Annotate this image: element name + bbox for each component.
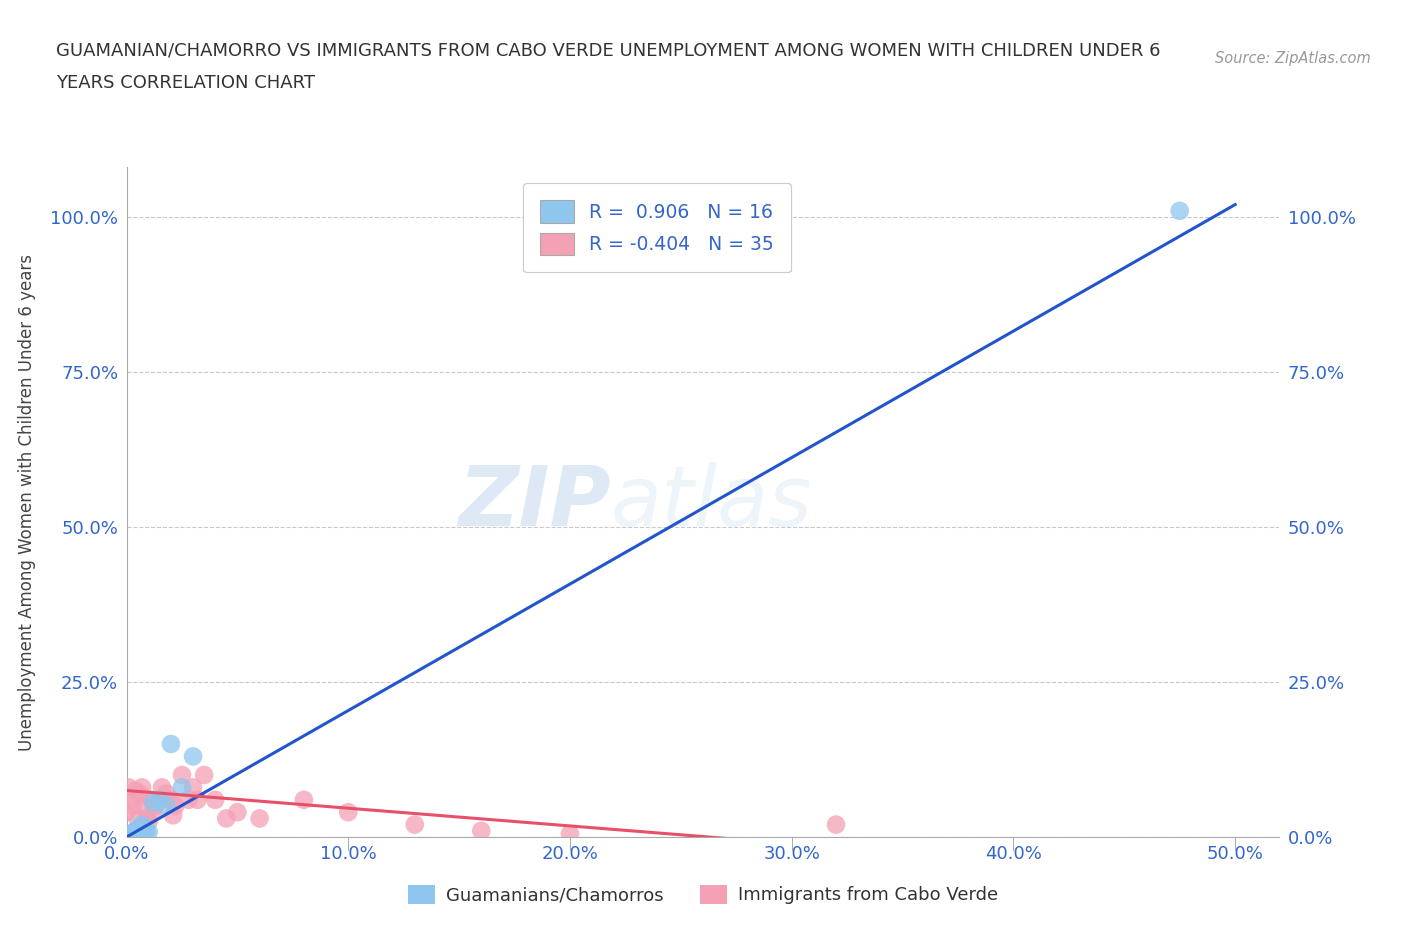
Point	[150, 780, 173, 795]
Point	[142, 804, 165, 819]
Point	[145, 799, 166, 814]
Point	[120, 792, 142, 807]
Point	[155, 799, 177, 814]
Text: YEARS CORRELATION CHART: YEARS CORRELATION CHART	[56, 74, 315, 92]
Point	[1168, 204, 1191, 219]
Point	[138, 814, 160, 829]
Legend: R =  0.906   N = 16, R = -0.404   N = 35: R = 0.906 N = 16, R = -0.404 N = 35	[523, 183, 790, 272]
Point	[160, 792, 183, 807]
Point	[131, 817, 153, 832]
Point	[138, 825, 160, 840]
Text: Source: ZipAtlas.com: Source: ZipAtlas.com	[1215, 51, 1371, 66]
Point	[128, 820, 150, 835]
Point	[825, 817, 848, 832]
Point	[122, 825, 145, 840]
Point	[149, 792, 172, 807]
Point	[118, 780, 141, 795]
Point	[165, 799, 187, 814]
Point	[292, 792, 315, 807]
Text: atlas: atlas	[610, 461, 813, 543]
Point	[134, 827, 156, 842]
Point	[131, 780, 153, 795]
Point	[177, 792, 200, 807]
Point	[139, 792, 162, 807]
Point	[135, 823, 157, 838]
Point	[186, 792, 208, 807]
Point	[115, 804, 138, 819]
Point	[249, 811, 271, 826]
Point	[470, 823, 492, 838]
Point	[127, 822, 149, 837]
Legend: Guamanians/Chamorros, Immigrants from Cabo Verde: Guamanians/Chamorros, Immigrants from Ca…	[401, 878, 1005, 911]
Point	[128, 786, 150, 801]
Point	[558, 827, 581, 842]
Point	[149, 792, 172, 807]
Point	[122, 799, 145, 814]
Point	[170, 780, 193, 795]
Point	[134, 799, 156, 814]
Point	[162, 808, 184, 823]
Point	[135, 811, 157, 826]
Point	[120, 827, 142, 842]
Point	[215, 811, 238, 826]
Point	[124, 783, 146, 798]
Text: ZIP: ZIP	[458, 461, 610, 543]
Point	[181, 780, 204, 795]
Point	[404, 817, 426, 832]
Point	[337, 804, 360, 819]
Point	[160, 737, 183, 751]
Y-axis label: Unemployment Among Women with Children Under 6 years: Unemployment Among Women with Children U…	[18, 254, 37, 751]
Point	[127, 811, 149, 826]
Point	[170, 767, 193, 782]
Point	[124, 823, 146, 838]
Point	[193, 767, 215, 782]
Point	[226, 804, 249, 819]
Text: GUAMANIAN/CHAMORRO VS IMMIGRANTS FROM CABO VERDE UNEMPLOYMENT AMONG WOMEN WITH C: GUAMANIAN/CHAMORRO VS IMMIGRANTS FROM CA…	[56, 42, 1161, 60]
Point	[142, 795, 165, 810]
Point	[204, 792, 226, 807]
Point	[155, 786, 177, 801]
Point	[181, 749, 204, 764]
